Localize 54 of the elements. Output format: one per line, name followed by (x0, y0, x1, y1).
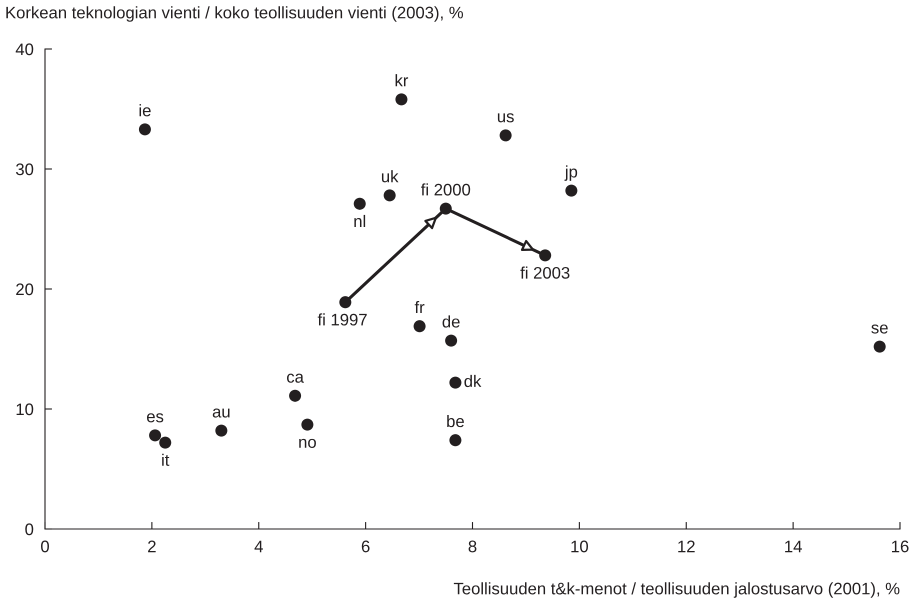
annotation: de (442, 315, 460, 328)
point (339, 296, 352, 308)
point (354, 198, 366, 210)
x-tick-label: 8 (468, 540, 476, 552)
x-tick-label: 2 (148, 540, 156, 552)
x-tick-label: 14 (785, 540, 802, 552)
point (445, 334, 458, 347)
annotation: fi 2003 (520, 266, 570, 279)
annotation: it (162, 454, 170, 466)
annotation: jp (564, 165, 578, 181)
annotation: fr (414, 300, 424, 314)
y-tick-label: 30 (16, 163, 34, 176)
annotation: no (299, 438, 316, 448)
x-tick-label: 16 (892, 540, 909, 552)
point (149, 429, 162, 442)
point (301, 418, 314, 431)
annotation: uk (382, 170, 398, 182)
point (449, 434, 462, 446)
y-axis-title: Korkean teknologian vienti / koko teollisuuden vienti (2003), % (6, 6, 464, 22)
y-tick-label: 10 (16, 403, 34, 416)
annotation: ca (286, 374, 304, 383)
annotation: se (871, 324, 888, 334)
annotation: fi 2000 (421, 183, 470, 196)
x-tick-label: 6 (362, 540, 370, 552)
point (159, 436, 172, 449)
y-tick-label: 20 (16, 283, 34, 296)
point (395, 93, 408, 106)
x-tick-label: 0 (41, 540, 49, 552)
x-tick-label: 12 (678, 540, 695, 552)
x-tick-label: 10 (571, 540, 588, 552)
point (138, 123, 151, 136)
point (565, 184, 578, 197)
annotation: kr (396, 74, 408, 86)
point (500, 129, 512, 142)
point (289, 390, 302, 402)
annotation: ie (140, 104, 151, 116)
annotation: us (498, 113, 514, 122)
y-tick-label: 0 (25, 523, 34, 536)
point (449, 376, 462, 389)
annotation: dk (464, 374, 482, 388)
x-axis-title: Teollisuuden t&k-menot / teollisuuden jalostusarvo (2001), % (454, 582, 900, 598)
annotation: au (212, 408, 230, 418)
annotation: es (146, 413, 164, 422)
annotation: be (447, 414, 464, 428)
point (539, 249, 552, 262)
x-tick-label: 4 (254, 540, 263, 552)
point (215, 424, 228, 437)
point (440, 202, 452, 215)
annotation: nl (354, 214, 366, 227)
annotation: fi 1997 (318, 313, 367, 326)
point (874, 340, 886, 353)
point (384, 189, 396, 202)
point (414, 320, 426, 332)
y-tick-label: 40 (16, 43, 34, 56)
